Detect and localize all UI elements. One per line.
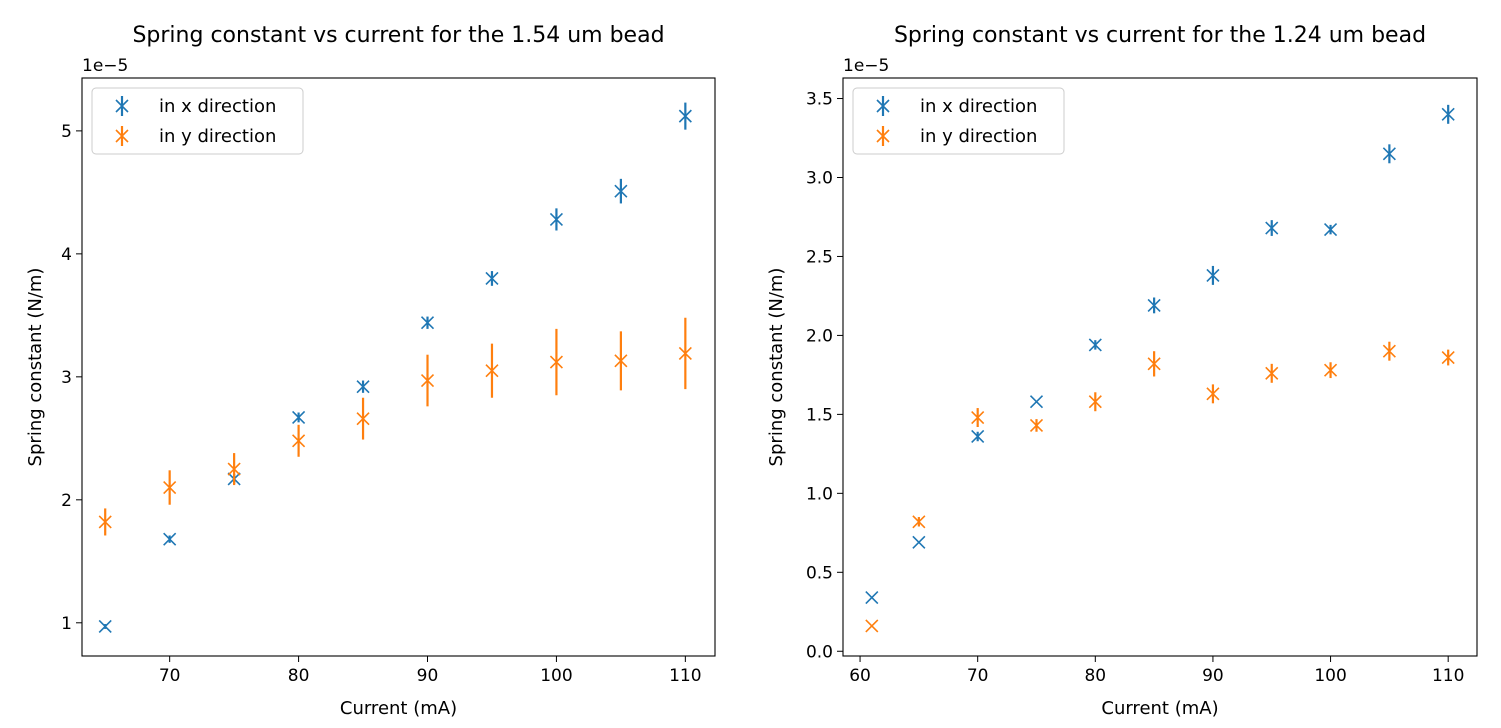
chart-left-marker-x-direction <box>549 212 563 226</box>
chart-right-marker-y-direction <box>1441 350 1455 365</box>
chart-left-marker-y-direction <box>356 412 370 426</box>
chart-left: Spring constant vs current for the 1.54 … <box>25 23 716 719</box>
chart-right-marker-y-direction <box>1323 363 1338 377</box>
chart-left-marker-y-direction <box>485 364 499 378</box>
chart-right-axes-frame <box>842 77 1478 657</box>
chart-right-marker-y-direction <box>1088 395 1102 409</box>
chart-left-marker-x-direction <box>420 316 435 330</box>
chart-left-x-tick-label: 100 <box>540 666 572 686</box>
chart-right-legend-label-y-direction: in y direction <box>920 126 1037 147</box>
chart-left-y-tick-label: 4 <box>61 245 72 265</box>
chart-right-marker-y-direction <box>912 515 926 529</box>
chart-left-marker-x-direction <box>163 532 177 546</box>
chart-right-marker-x-direction <box>1265 221 1279 235</box>
chart-left-x-tick-label: 110 <box>669 666 701 686</box>
chart-left-marker-y-direction <box>549 355 563 369</box>
chart-right-x-tick-label: 70 <box>967 666 989 686</box>
chart-right-marker-y-direction <box>1206 387 1220 401</box>
chart-left-x-tick-label: 80 <box>288 666 310 686</box>
chart-left-marker-y-direction <box>163 480 177 495</box>
chart-left-marker-y-direction <box>420 373 435 388</box>
chart-right-marker-x-direction <box>912 535 926 549</box>
chart-right: Spring constant vs current for the 1.24 … <box>766 23 1478 719</box>
chart-right-offset-text: 1e−5 <box>843 56 889 76</box>
chart-left-y-label: Spring constant (N/m) <box>25 268 46 467</box>
chart-right-legend-marker-y-direction <box>876 129 890 143</box>
chart-right-marker-y-direction <box>1029 418 1044 432</box>
chart-left-legend-label-y-direction: in y direction <box>159 126 276 147</box>
chart-right-marker-y-direction <box>1265 366 1279 380</box>
chart-right-marker-y-direction <box>971 410 985 425</box>
chart-left-legend-box <box>91 87 304 155</box>
chart-left-marker-y-direction <box>614 354 628 368</box>
chart-right-legend-marker-x-direction <box>876 99 890 113</box>
chart-right-marker-x-direction <box>1206 268 1220 282</box>
chart-right-y-tick-label: 0.0 <box>806 642 833 662</box>
chart-right-legend-box <box>852 87 1065 155</box>
chart-left-marker-y-direction <box>98 515 112 529</box>
chart-right-x-label: Current (mA) <box>1101 698 1218 719</box>
chart-right-marker-x-direction <box>1441 107 1455 121</box>
chart-right-marker-x-direction <box>1382 147 1396 161</box>
chart-right-marker-x-direction <box>865 591 879 605</box>
chart-right-x-tick-label: 60 <box>849 666 871 686</box>
chart-right-x-tick-label: 90 <box>1202 666 1224 686</box>
chart-right-x-tick-label: 80 <box>1084 666 1106 686</box>
chart-left-x-label: Current (mA) <box>340 698 457 719</box>
chart-right-y-tick-label: 1.0 <box>806 484 833 504</box>
chart-right-marker-y-direction <box>865 619 879 633</box>
chart-right-legend-label-x-direction: in x direction <box>920 96 1037 117</box>
chart-left-y-tick-label: 5 <box>61 122 72 142</box>
chart-left-legend-label-x-direction: in x direction <box>159 96 276 117</box>
chart-left-marker-y-direction <box>678 346 692 361</box>
chart-left-offset-text: 1e−5 <box>82 56 128 76</box>
chart-right-marker-x-direction <box>1147 298 1161 312</box>
chart-right-y-tick-label: 2.5 <box>806 247 833 267</box>
chart-left-marker-x-direction <box>614 184 628 198</box>
chart-right-y-tick-label: 2.0 <box>806 326 833 346</box>
chart-left-y-tick-label: 3 <box>61 368 72 388</box>
chart-right-marker-x-direction <box>1323 223 1338 237</box>
chart-left-marker-x-direction <box>356 380 370 394</box>
chart-left-marker-x-direction <box>98 619 112 634</box>
chart-left-x-tick-label: 70 <box>159 666 181 686</box>
chart-right-marker-y-direction <box>1147 357 1161 371</box>
chart-right-y-tick-label: 1.5 <box>806 405 833 425</box>
chart-left-y-tick-label: 2 <box>61 491 72 511</box>
chart-right-marker-x-direction <box>1029 395 1044 409</box>
chart-left-plot-area: 70 80 90 100 110 1 2 3 4 5 in x direction in y dire… <box>61 77 716 686</box>
chart-left-legend-marker-y-direction <box>115 129 129 143</box>
chart-right-x-tick-label: 110 <box>1432 666 1464 686</box>
chart-left-x-tick-label: 90 <box>417 666 439 686</box>
chart-right-y-tick-label: 3.5 <box>806 90 833 110</box>
chart-right-marker-x-direction <box>1088 338 1102 352</box>
chart-right-marker-y-direction <box>1382 344 1396 358</box>
chart-right-y-tick-label: 0.5 <box>806 563 833 583</box>
chart-left-axes-frame <box>81 77 716 657</box>
chart-left-marker-y-direction <box>292 434 306 448</box>
chart-left-title: Spring constant vs current for the 1.54 … <box>132 23 664 48</box>
chart-left-marker-x-direction <box>678 109 692 123</box>
chart-right-y-label: Spring constant (N/m) <box>766 268 787 467</box>
chart-right-x-tick-label: 100 <box>1314 666 1346 686</box>
chart-left-y-tick-label: 1 <box>61 614 72 634</box>
chart-left-legend-marker-x-direction <box>115 99 129 113</box>
chart-right-plot-area: 60 70 80 90 100 110 0.0 0.5 1.0 1.5 2.0 2.5 3.0 3.5 in… <box>806 77 1478 686</box>
chart-left-marker-x-direction <box>292 410 306 424</box>
chart-right-title: Spring constant vs current for the 1.24 … <box>894 23 1426 48</box>
chart-left-marker-x-direction <box>485 271 499 286</box>
chart-right-marker-x-direction <box>971 429 985 444</box>
chart-left-marker-y-direction <box>227 462 241 476</box>
chart-right-y-tick-label: 3.0 <box>806 168 833 188</box>
